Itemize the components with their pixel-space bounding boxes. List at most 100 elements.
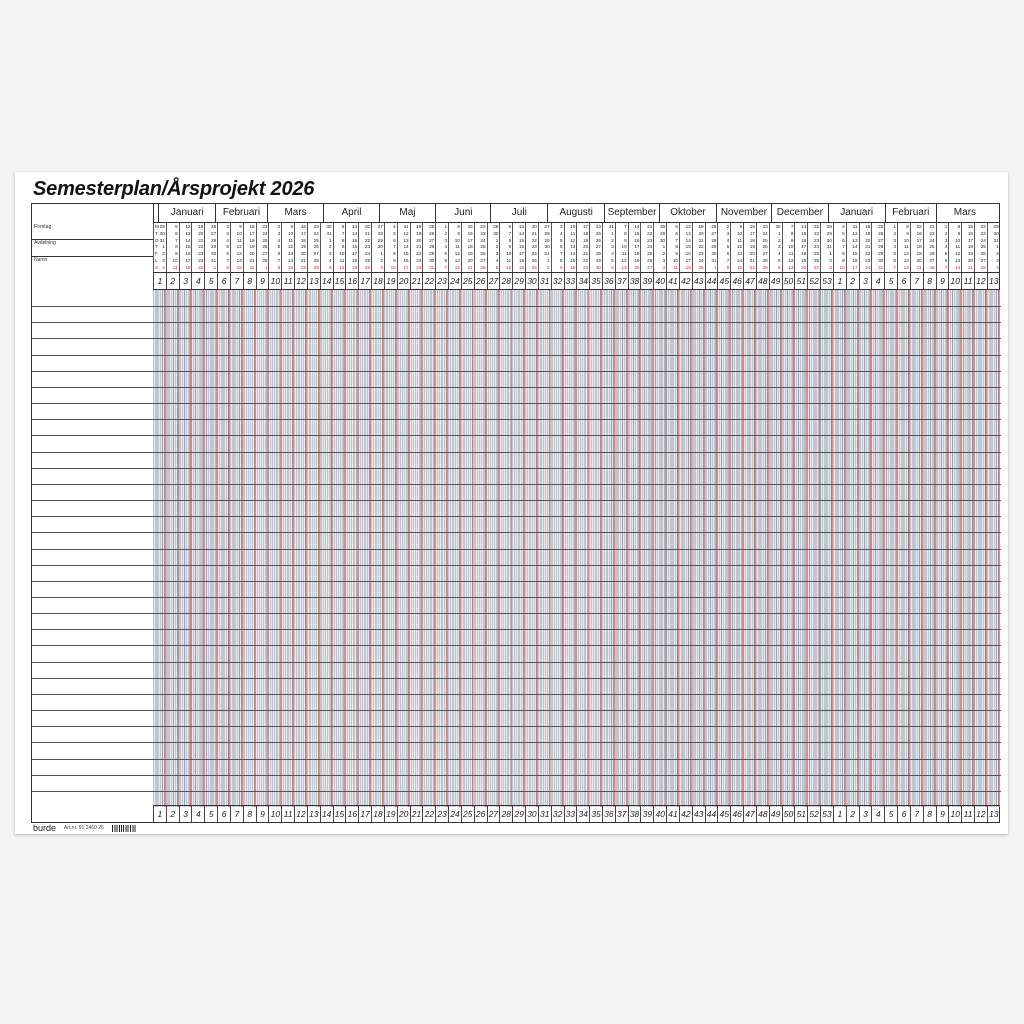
day-number: 9 (842, 257, 845, 263)
day-number: 25 (364, 257, 371, 263)
day-number: 16 (570, 264, 576, 270)
day-number: 21 (198, 237, 204, 243)
week-number: 27 (486, 273, 500, 289)
week-number: 13 (306, 273, 320, 289)
day-number: 22 (583, 257, 589, 263)
day-number: 20 (249, 251, 255, 257)
row-line (32, 338, 1001, 340)
day-number: 4 (559, 231, 563, 237)
day-number: 20 (801, 264, 807, 270)
day-number: 5 (393, 231, 396, 237)
day-number: 27 (595, 244, 601, 250)
day-number: 2 (444, 231, 448, 237)
day-number: 9 (393, 257, 396, 263)
day-number: 21 (531, 231, 537, 237)
day-number: 9 (739, 224, 743, 230)
day-number: 5 (726, 244, 730, 250)
day-number: 27 (980, 257, 986, 263)
day-number: 25 (878, 224, 884, 230)
day-number: 20 (364, 224, 371, 230)
day-number: 17 (685, 257, 691, 263)
day-number: 27 (313, 251, 319, 257)
day-number: 19 (801, 257, 807, 263)
week-number: 33 (563, 806, 577, 822)
day-number: 14 (736, 257, 743, 263)
day-number: 18 (249, 237, 255, 243)
day-number: 3 (162, 257, 165, 263)
week-number: 51 (794, 806, 807, 822)
day-number: 31 (878, 264, 884, 270)
field-label-name: Namn (34, 257, 48, 263)
day-number: 7 (675, 237, 678, 243)
day-number: 3 (829, 264, 832, 270)
row-line (32, 451, 1001, 453)
week-number: 53 (820, 806, 833, 822)
row-line (32, 322, 1001, 324)
week-number: 36 (601, 806, 615, 822)
day-number: 24 (364, 251, 371, 257)
day-number: 13 (236, 251, 242, 257)
week-number: 6 (217, 806, 230, 822)
day-number: 17 (852, 264, 858, 270)
week-number: 11 (281, 806, 294, 822)
day-number: 25 (531, 257, 537, 263)
day-number: 23 (313, 224, 319, 230)
day-number: 30 (993, 231, 999, 237)
day-number: 23 (531, 244, 537, 250)
day-number: 18 (583, 231, 589, 237)
day-number: 5 (226, 244, 229, 250)
week-number: 4 (871, 806, 884, 822)
day-number: 13 (685, 231, 691, 237)
day-number: 15 (518, 237, 525, 243)
weekday-letter: T (155, 244, 158, 250)
day-number: 29 (826, 231, 832, 237)
day-number: 4 (996, 264, 999, 270)
day-number: 4 (611, 251, 614, 257)
day-number: 11 (288, 237, 294, 243)
day-number: 27 (813, 264, 820, 270)
day-number: 2 (662, 251, 666, 257)
day-number: 25 (480, 244, 486, 250)
day-number: 14 (185, 237, 191, 243)
day-number: 3 (277, 231, 281, 237)
day-number: 3 (329, 251, 332, 257)
day-number: 30 (211, 251, 217, 257)
day-number: 26 (762, 244, 768, 250)
row-line (32, 386, 1001, 388)
week-days: M 29 T 30 O 31 T 1 F 2 L 3 S 4 (153, 223, 166, 272)
day-number: 1 (829, 251, 832, 257)
day-number: 7 (624, 224, 627, 230)
day-number: 19 (467, 251, 473, 257)
day-number: 28 (211, 237, 217, 243)
day-number: 10 (955, 237, 961, 243)
day-number: 13 (518, 224, 525, 230)
day-number: 24 (595, 224, 601, 230)
week-number: 41 (666, 273, 679, 289)
row-line (32, 742, 1001, 744)
day-number: 13 (955, 257, 961, 263)
day-number: 1 (380, 251, 383, 257)
row-line (32, 645, 1001, 647)
week-number: 2 (845, 273, 859, 289)
day-number: 12 (454, 251, 460, 257)
day-number: 13 (352, 224, 358, 230)
week-number: 1 (153, 806, 166, 822)
week-number: 14 (319, 273, 333, 289)
day-number: 1 (778, 231, 781, 237)
day-number: 19 (967, 251, 973, 257)
week-days: 25 26 27 28 29 30 31 (422, 223, 435, 272)
day-number: 24 (762, 231, 768, 237)
week-number: 37 (614, 806, 628, 822)
week-number: 49 (768, 806, 782, 822)
row-line (32, 532, 1001, 534)
week-days: 29 30 31 1 2 3 4 (986, 223, 1000, 272)
week-number: 53 (820, 273, 833, 289)
week-days: 21 22 23 24 25 26 27 (807, 223, 820, 272)
day-number: 24 (980, 237, 986, 243)
day-number: 29 (544, 237, 550, 243)
day-number: 10 (339, 251, 345, 257)
day-number: 16 (249, 224, 255, 230)
day-number: 30 (544, 244, 550, 250)
